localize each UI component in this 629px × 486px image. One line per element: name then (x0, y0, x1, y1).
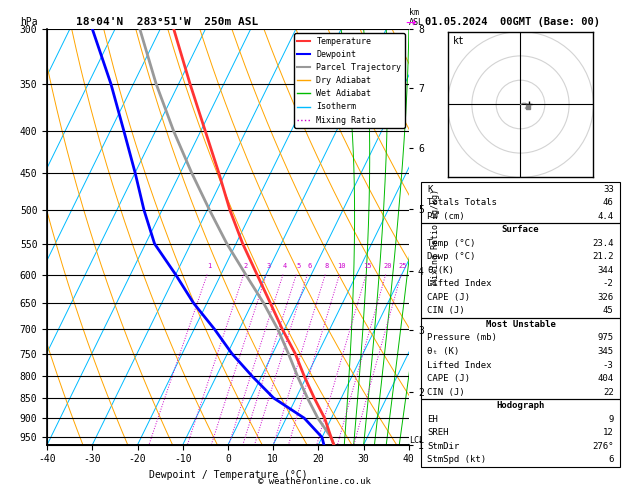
Text: Pressure (mb): Pressure (mb) (427, 333, 498, 343)
Text: 20: 20 (383, 262, 392, 269)
Text: 345: 345 (598, 347, 614, 356)
Text: 23.4: 23.4 (592, 239, 614, 248)
Text: PW (cm): PW (cm) (427, 211, 465, 221)
Legend: Temperature, Dewpoint, Parcel Trajectory, Dry Adiabat, Wet Adiabat, Isotherm, Mi: Temperature, Dewpoint, Parcel Trajectory… (294, 34, 404, 128)
Text: -2: -2 (603, 279, 614, 288)
Text: 15: 15 (364, 262, 372, 269)
Text: 33: 33 (603, 185, 614, 193)
Text: 46: 46 (603, 198, 614, 207)
Text: -3: -3 (603, 361, 614, 369)
Text: 22: 22 (603, 388, 614, 397)
Text: CAPE (J): CAPE (J) (427, 374, 470, 383)
Text: StmDir: StmDir (427, 442, 460, 451)
Text: →: → (406, 17, 416, 30)
Text: 5: 5 (296, 262, 300, 269)
Text: 12: 12 (603, 428, 614, 437)
Bar (421, 399, 620, 467)
Text: Mixing Ratio (g/kg): Mixing Ratio (g/kg) (430, 190, 440, 284)
Text: kt: kt (452, 36, 464, 46)
Text: 10: 10 (337, 262, 345, 269)
Text: 45: 45 (603, 306, 614, 315)
Text: 6: 6 (307, 262, 311, 269)
Text: SREH: SREH (427, 428, 449, 437)
Text: 1: 1 (207, 262, 211, 269)
Text: 18°04'N  283°51'W  250m ASL: 18°04'N 283°51'W 250m ASL (76, 17, 259, 27)
Bar (421, 182, 620, 223)
X-axis label: Dewpoint / Temperature (°C): Dewpoint / Temperature (°C) (148, 470, 308, 480)
Text: Lifted Index: Lifted Index (427, 361, 492, 369)
Text: 8: 8 (325, 262, 329, 269)
Text: Hodograph: Hodograph (496, 401, 545, 410)
Text: 344: 344 (598, 266, 614, 275)
Text: 25: 25 (399, 262, 407, 269)
Text: Totals Totals: Totals Totals (427, 198, 498, 207)
Text: CIN (J): CIN (J) (427, 306, 465, 315)
Text: Most Unstable: Most Unstable (486, 320, 555, 329)
Text: CIN (J): CIN (J) (427, 388, 465, 397)
Text: hPa: hPa (20, 17, 38, 27)
Bar (421, 223, 620, 318)
Text: Lifted Index: Lifted Index (427, 279, 492, 288)
Text: 01.05.2024  00GMT (Base: 00): 01.05.2024 00GMT (Base: 00) (425, 17, 599, 27)
Text: θₜ(K): θₜ(K) (427, 266, 454, 275)
Text: K: K (427, 185, 433, 193)
Text: 326: 326 (598, 293, 614, 302)
Text: EH: EH (427, 415, 438, 424)
Text: 4: 4 (283, 262, 287, 269)
Text: θₜ (K): θₜ (K) (427, 347, 460, 356)
Text: 21.2: 21.2 (592, 252, 614, 261)
Text: 276°: 276° (592, 442, 614, 451)
Text: 9: 9 (608, 415, 614, 424)
Text: 975: 975 (598, 333, 614, 343)
Text: km
ASL: km ASL (409, 8, 424, 27)
Text: 2: 2 (243, 262, 248, 269)
Text: StmSpd (kt): StmSpd (kt) (427, 455, 486, 464)
Text: LCL: LCL (409, 436, 425, 445)
Text: 6: 6 (608, 455, 614, 464)
Text: CAPE (J): CAPE (J) (427, 293, 470, 302)
Text: Surface: Surface (502, 225, 539, 234)
Text: Dewp (°C): Dewp (°C) (427, 252, 476, 261)
Text: 3: 3 (266, 262, 270, 269)
Text: © weatheronline.co.uk: © weatheronline.co.uk (258, 477, 371, 486)
Bar (421, 318, 620, 399)
Text: 4.4: 4.4 (598, 211, 614, 221)
Text: 404: 404 (598, 374, 614, 383)
Text: Temp (°C): Temp (°C) (427, 239, 476, 248)
